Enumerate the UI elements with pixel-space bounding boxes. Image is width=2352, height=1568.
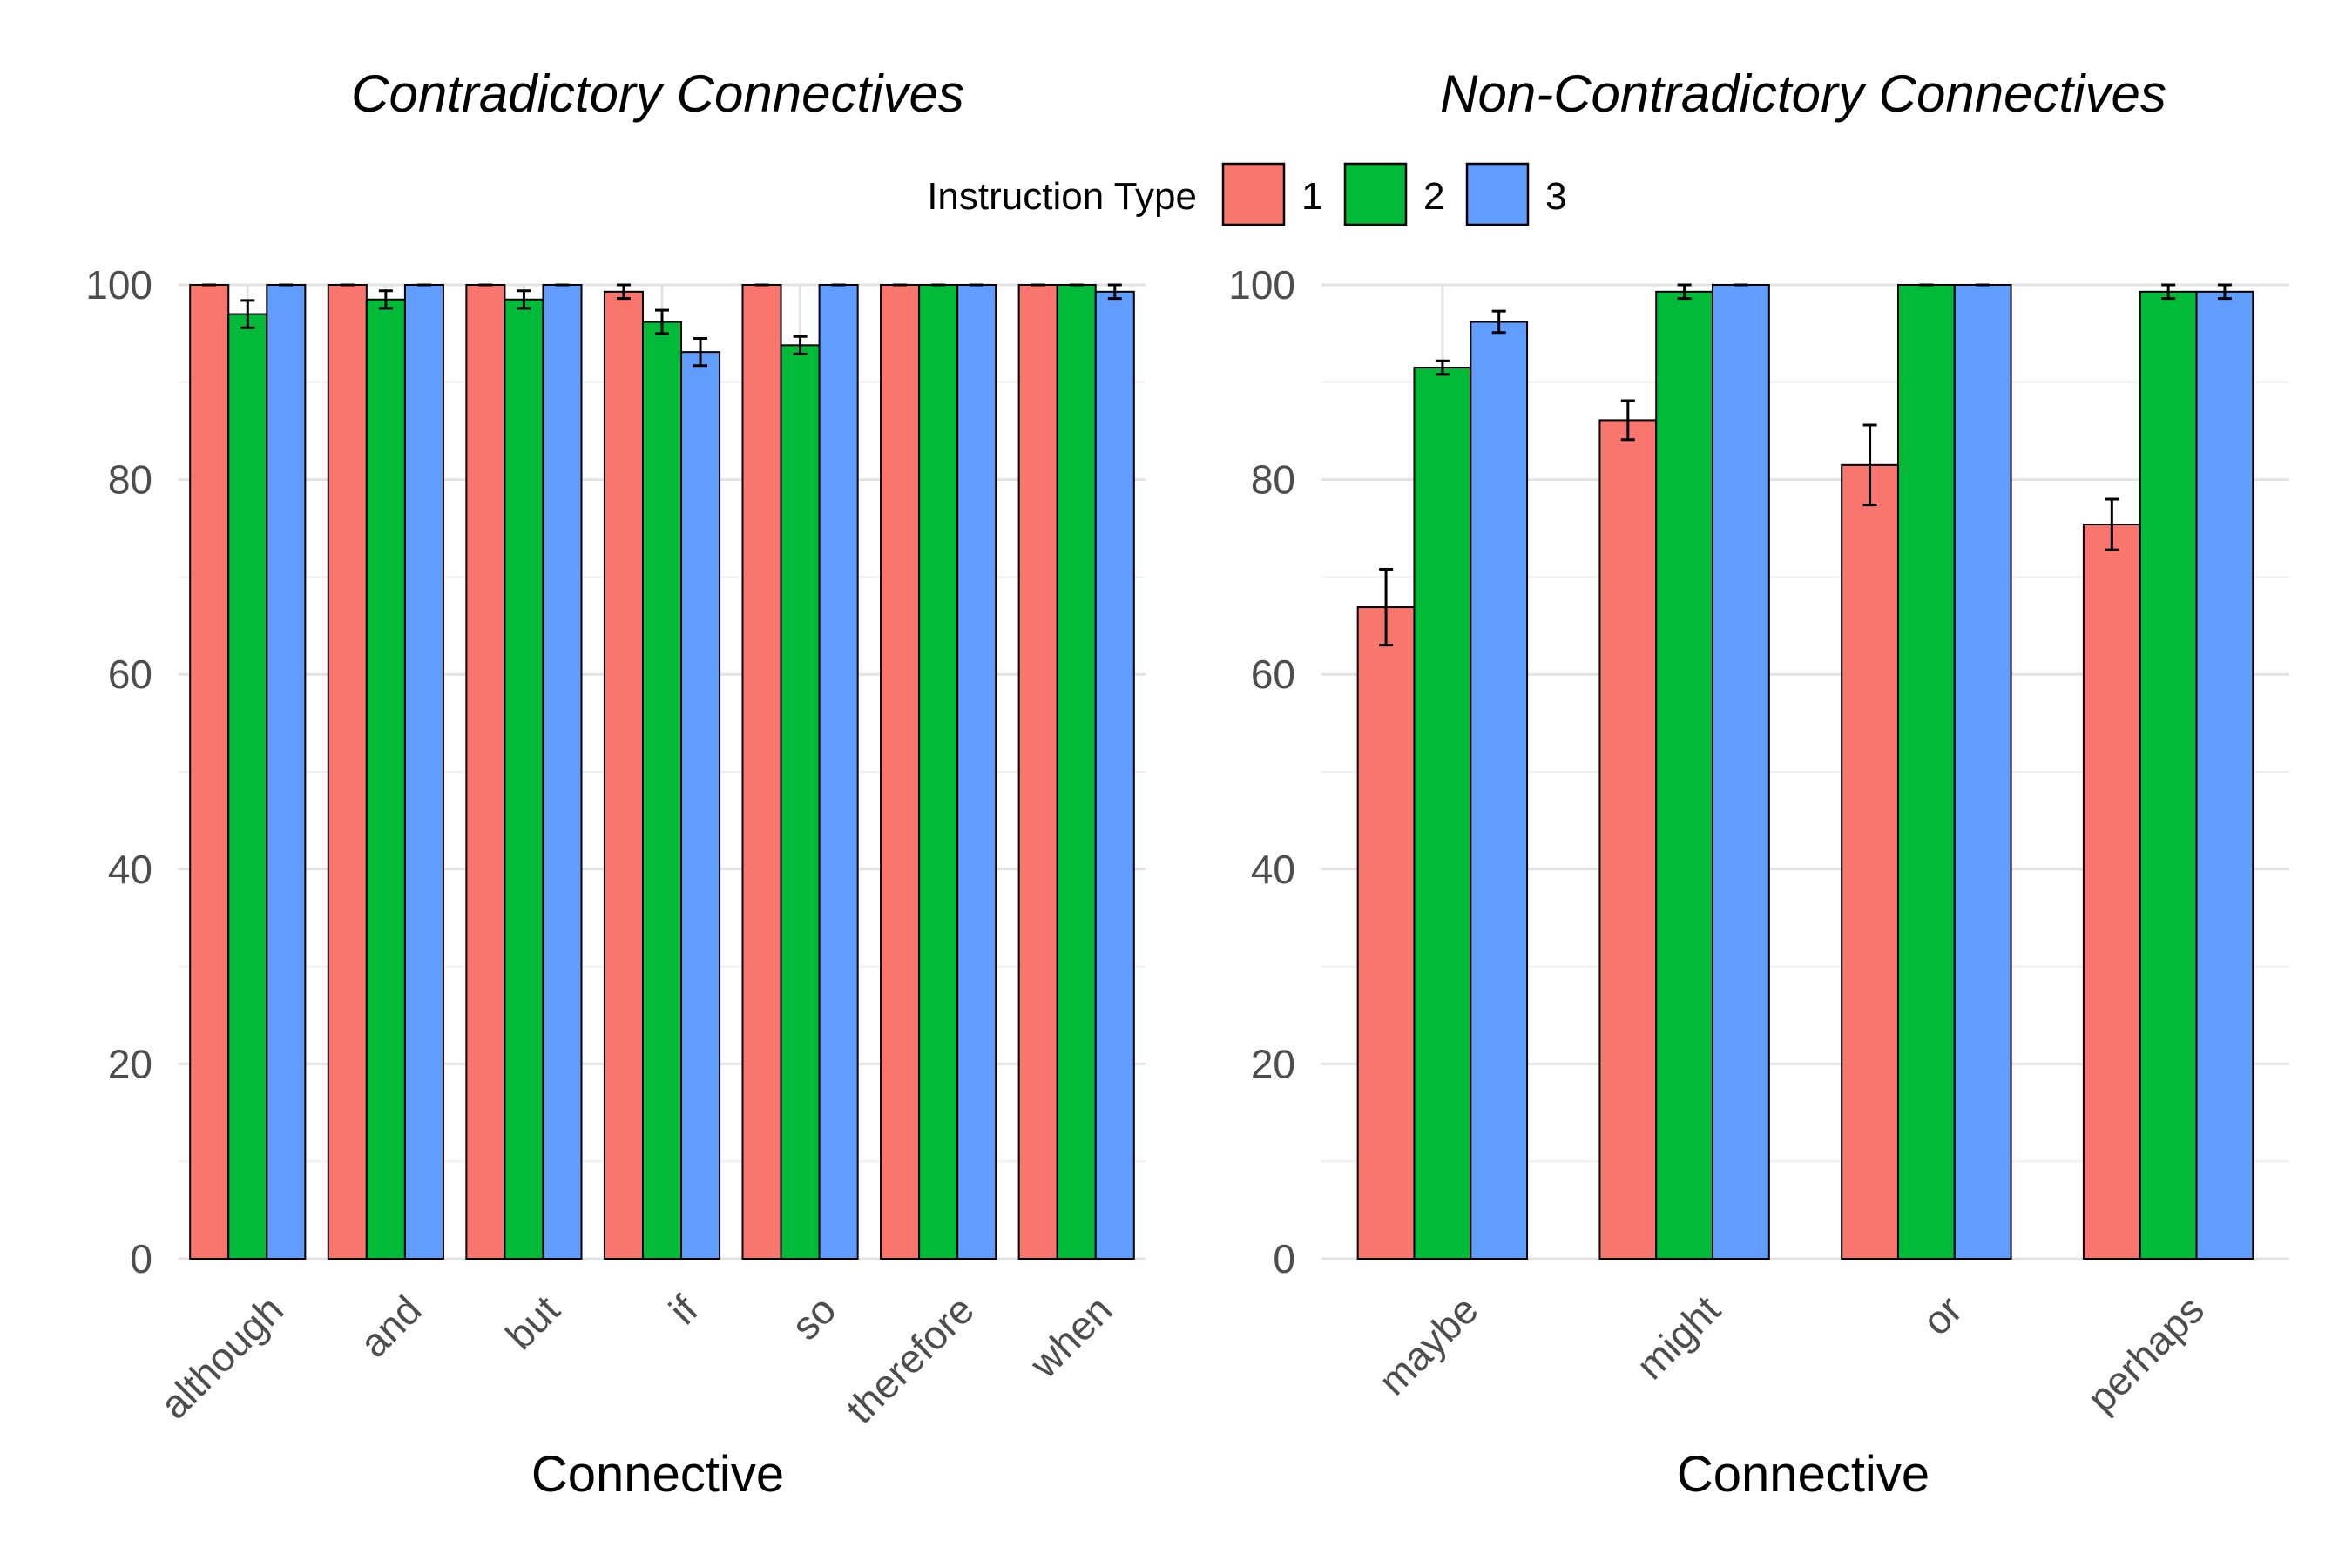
error-bar-might-series-1 (1620, 399, 1635, 442)
y-tick-label: 20 (108, 1041, 152, 1086)
panel-contradictory: Contradictory Connectives 0 20 40 60 80 100 al… (85, 64, 1146, 1503)
legend-entry-2: 2 (1343, 162, 1444, 226)
error-bar-when-series-3 (1107, 283, 1122, 301)
legend-entry-3: 3 (1465, 162, 1566, 226)
bar-although-series-1 (189, 284, 230, 1260)
error-bar-perhaps-series-3 (2217, 283, 2232, 301)
x-tick-label-so: so (782, 1287, 844, 1348)
bar-therefore-series-1 (880, 284, 921, 1260)
bar-might-series-2 (1655, 290, 1714, 1260)
legend-swatch-1 (1221, 162, 1286, 226)
error-bar-if-series-2 (655, 308, 669, 335)
bar-maybe-series-1 (1356, 606, 1416, 1260)
panel-title-contradictory: Contradictory Connectives (351, 64, 964, 123)
legend-swatch-3 (1465, 162, 1530, 226)
legend-swatch-2 (1343, 162, 1408, 226)
bar-perhaps-series-2 (2139, 290, 2198, 1260)
bar-maybe-series-2 (1413, 367, 1472, 1260)
y-tick-label: 40 (1251, 847, 1295, 892)
error-bar-and-series-2 (378, 289, 393, 310)
error-bar-but-series-2 (517, 289, 531, 310)
y-tick-label: 0 (130, 1236, 152, 1281)
error-bar-maybe-series-3 (1491, 309, 1506, 335)
bar-so-series-1 (741, 284, 782, 1260)
bar-but-series-3 (542, 284, 583, 1260)
legend-title: Instruction Type (927, 175, 1197, 218)
legend-entry-1: 1 (1221, 162, 1322, 226)
error-bar-if-series-3 (693, 336, 708, 368)
x-tick-label-therefore: therefore (837, 1287, 983, 1432)
bar-might-series-3 (1712, 284, 1770, 1260)
y-tick-label: 100 (85, 262, 152, 308)
error-bar-so-series-2 (793, 335, 808, 355)
bar-perhaps-series-3 (2195, 290, 2254, 1260)
bar-therefore-series-3 (956, 284, 997, 1260)
legend-label-2: 2 (1423, 175, 1444, 218)
panel-title-non-contradictory: Non-Contradictory Connectives (1440, 64, 2166, 123)
y-tick-label: 80 (1251, 457, 1295, 503)
bar-if-series-1 (603, 290, 644, 1260)
error-bar-maybe-series-2 (1435, 359, 1450, 376)
legend: Instruction Type 1 2 3 (927, 162, 1566, 226)
x-axis-title-contradictory: Connective (531, 1446, 784, 1503)
error-bar-or-series-1 (1862, 423, 1877, 507)
bar-or-series-1 (1841, 463, 1899, 1260)
bar-and-series-2 (365, 298, 406, 1260)
y-tick-label: 0 (1273, 1236, 1295, 1281)
error-bar-if-series-1 (616, 283, 631, 301)
x-tick-label-might: might (1627, 1287, 1728, 1388)
bar-or-series-3 (1953, 284, 2012, 1260)
bar-and-series-3 (403, 284, 444, 1260)
bar-so-series-2 (780, 344, 821, 1260)
y-tick-label: 40 (108, 847, 152, 892)
x-axis-title-non-contradictory: Connective (1677, 1446, 1930, 1503)
plot-area-non-contradictory: 0 20 40 60 80 100 maybe might or perhaps (1228, 262, 2289, 1421)
bar-but-series-2 (504, 298, 544, 1260)
x-tick-label-although: although (152, 1287, 293, 1428)
x-tick-label-and: and (351, 1287, 430, 1366)
x-tick-label-perhaps: perhaps (2078, 1287, 2213, 1421)
bar-perhaps-series-1 (2082, 524, 2141, 1260)
x-tick-label-or: or (1914, 1287, 1971, 1344)
bar-and-series-1 (327, 284, 368, 1260)
bar-maybe-series-3 (1470, 321, 1529, 1260)
bar-although-series-2 (227, 313, 268, 1260)
error-bar-perhaps-series-1 (2105, 497, 2119, 551)
x-tick-label-but: but (497, 1287, 568, 1358)
bar-although-series-3 (266, 284, 307, 1260)
x-tick-label-maybe: maybe (1369, 1287, 1486, 1403)
y-tick-label: 60 (108, 652, 152, 697)
bar-if-series-2 (641, 321, 683, 1260)
error-bar-perhaps-series-2 (2161, 283, 2176, 301)
y-tick-label: 60 (1251, 652, 1295, 697)
bar-when-series-2 (1056, 284, 1097, 1260)
error-bar-maybe-series-1 (1379, 567, 1394, 647)
x-tick-label-if: if (660, 1287, 706, 1333)
bar-therefore-series-2 (918, 284, 959, 1260)
bar-if-series-3 (680, 351, 721, 1260)
legend-label-1: 1 (1301, 175, 1322, 218)
bar-when-series-3 (1094, 290, 1135, 1260)
bar-when-series-1 (1017, 284, 1058, 1260)
bar-but-series-1 (465, 284, 506, 1260)
bar-might-series-1 (1598, 419, 1658, 1260)
bar-or-series-2 (1896, 284, 1956, 1260)
y-tick-label: 100 (1228, 262, 1295, 308)
error-bar-might-series-2 (1677, 283, 1692, 301)
error-bar-although-series-2 (240, 299, 255, 329)
y-tick-label: 80 (108, 457, 152, 503)
x-tick-label-when: when (1020, 1287, 1120, 1387)
legend-label-3: 3 (1545, 175, 1566, 218)
panel-non-contradictory: Non-Contradictory Connectives 0 20 40 60 80 1… (1228, 64, 2289, 1503)
y-tick-label: 20 (1251, 1041, 1295, 1086)
bar-so-series-3 (818, 284, 859, 1260)
